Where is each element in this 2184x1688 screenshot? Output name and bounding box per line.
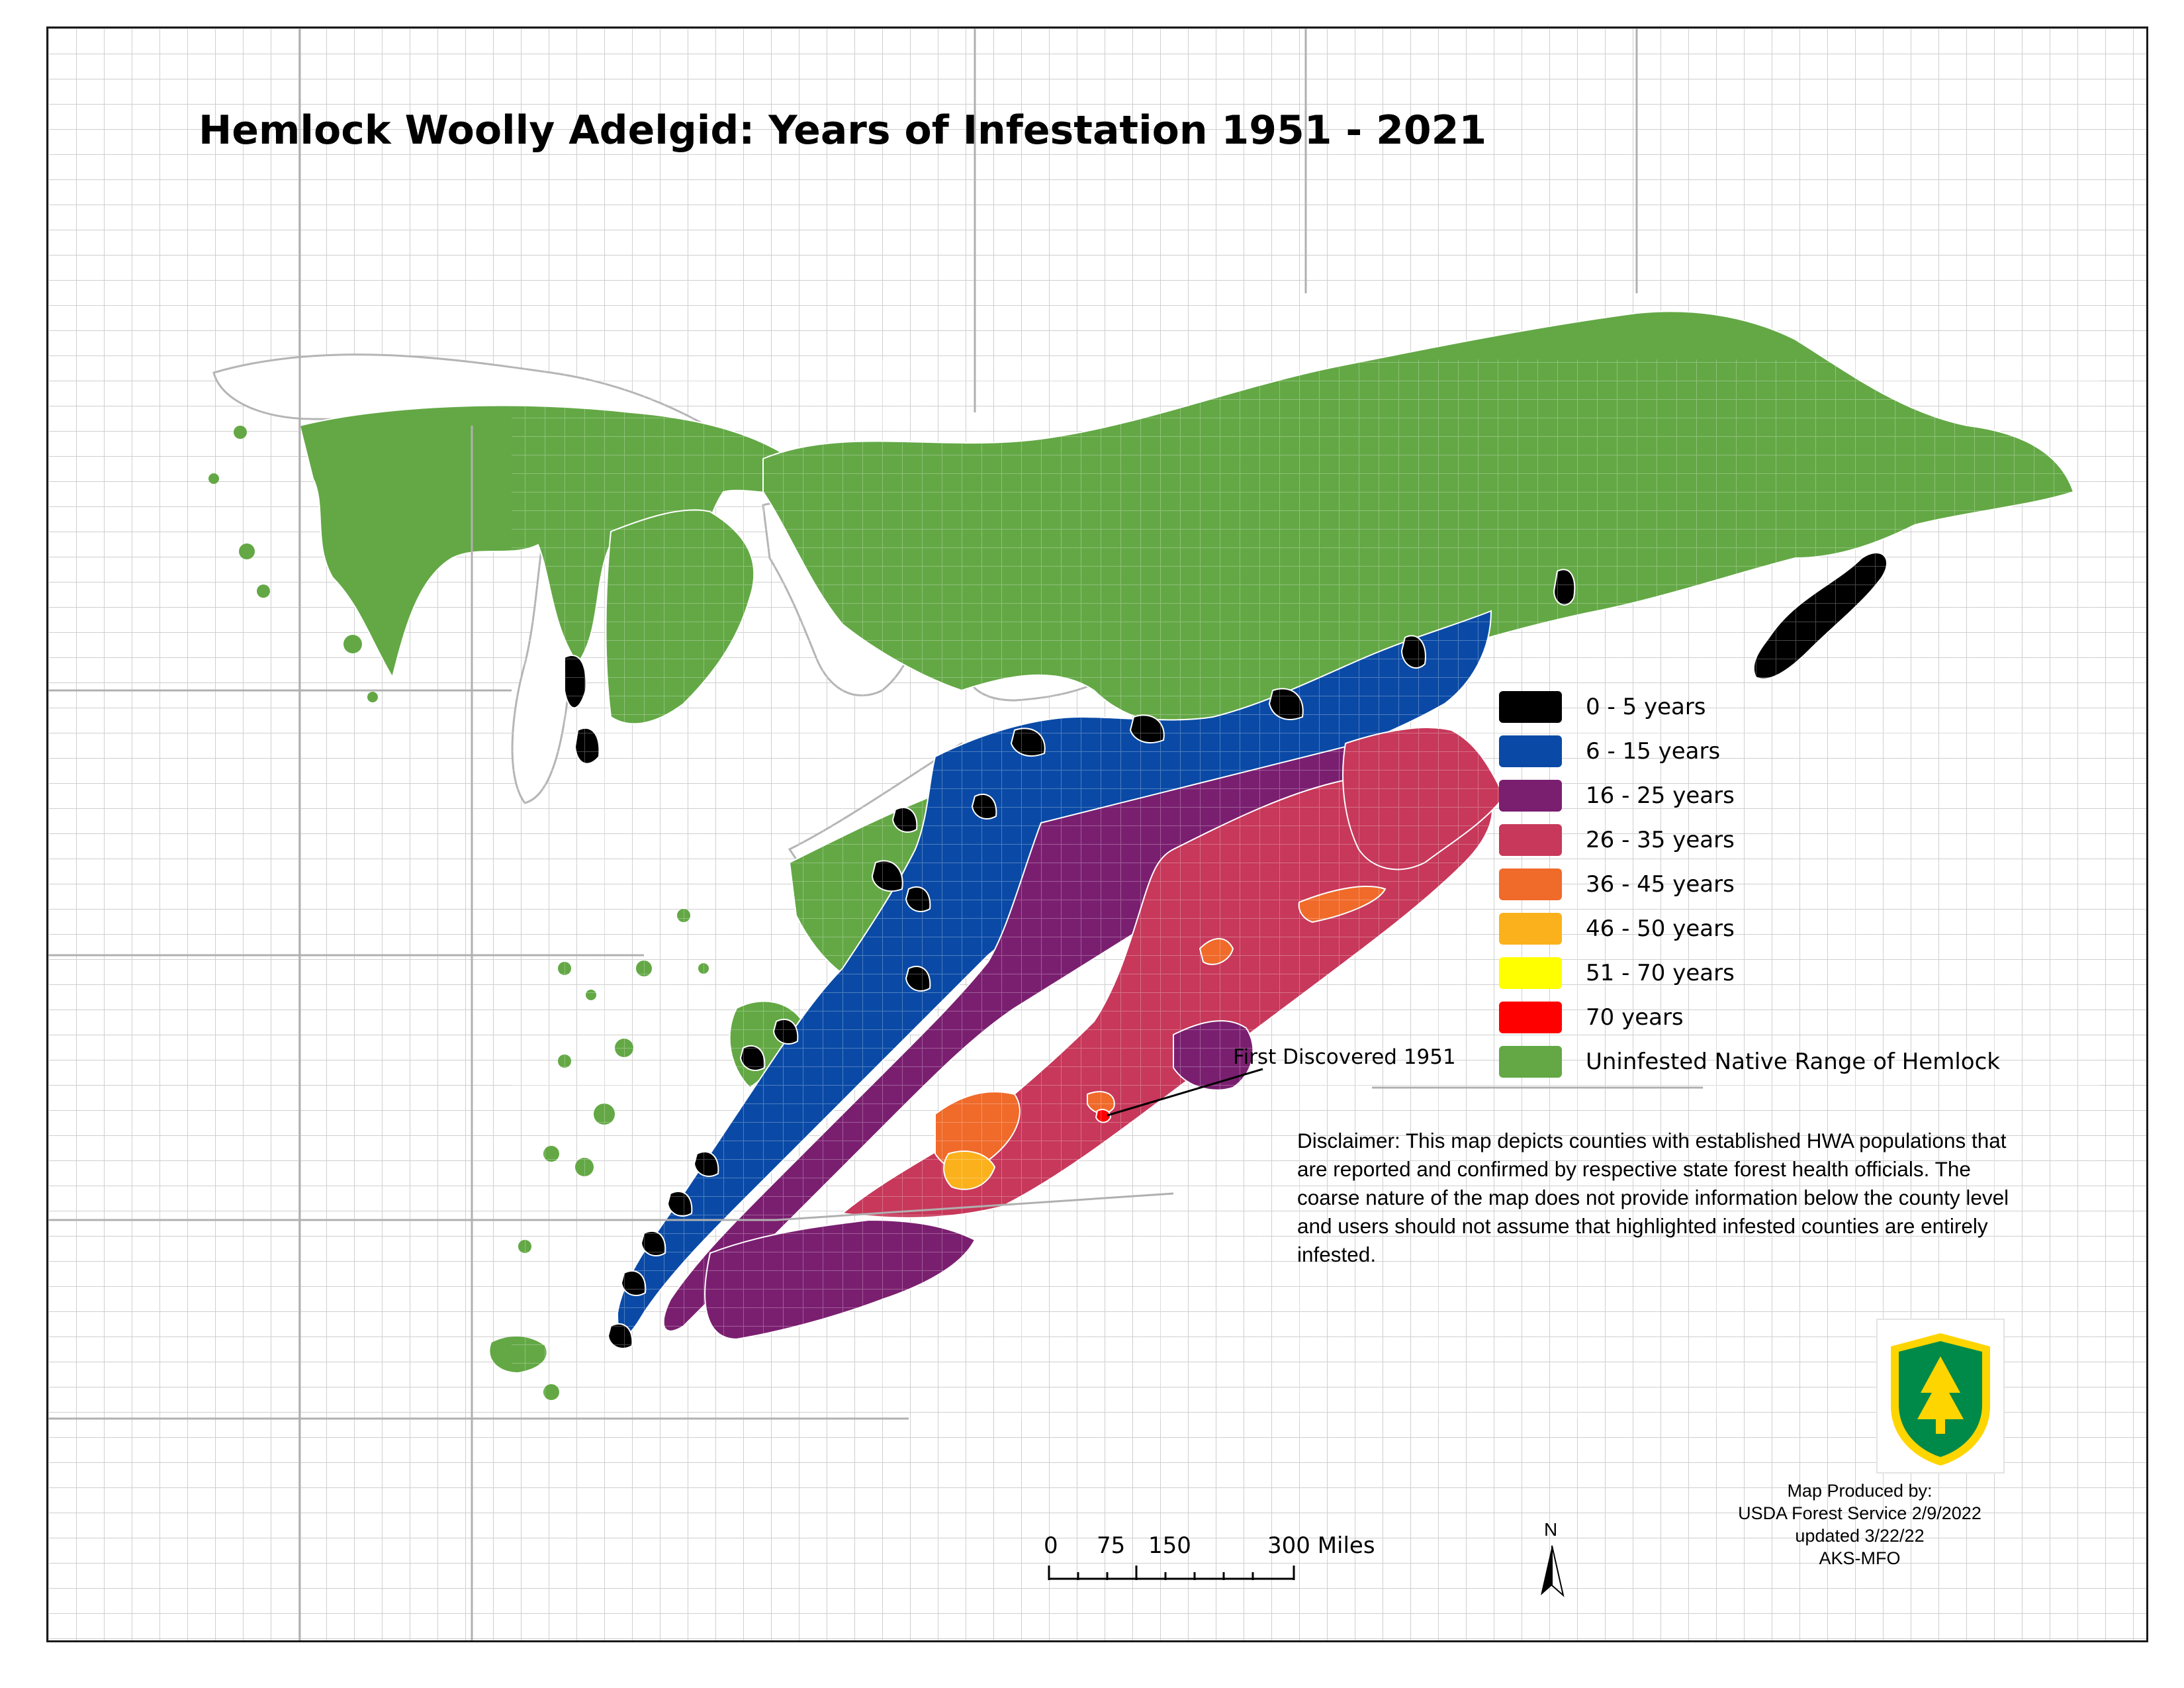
legend-label: 16 - 25 years	[1586, 782, 1735, 809]
north-letter: N	[1544, 1519, 1558, 1540]
map-frame	[46, 26, 2148, 1642]
map-canvas	[48, 28, 2146, 1640]
map-title: Hemlock Woolly Adelgid: Years of Infesta…	[199, 107, 1487, 154]
north-arrow: N	[1535, 1519, 1569, 1599]
legend-label: 36 - 45 years	[1586, 870, 1735, 898]
legend-swatch	[1499, 957, 1562, 989]
forest-service-shield-icon	[1891, 1333, 1990, 1466]
legend: 0 - 5 years 6 - 15 years 16 - 25 years 2…	[1499, 684, 2000, 1084]
scale-label-150: 150	[1148, 1532, 1191, 1559]
producer-line: AKS-MFO	[1819, 1548, 1901, 1568]
legend-item-6-15: 6 - 15 years	[1499, 729, 2000, 773]
legend-label: Uninfested Native Range of Hemlock	[1586, 1048, 2000, 1075]
producer-line: Map Produced by:	[1787, 1481, 1933, 1501]
county-texture-overlay	[512, 359, 2100, 1419]
legend-label: 6 - 15 years	[1586, 737, 1721, 765]
legend-item-46-50: 46 - 50 years	[1499, 906, 2000, 951]
legend-swatch	[1499, 690, 1562, 723]
forest-service-logo	[1876, 1319, 2005, 1474]
state-boundaries	[48, 28, 1703, 1640]
producer-line: USDA Forest Service 2/9/2022	[1738, 1503, 1981, 1523]
legend-item-26-35: 26 - 35 years	[1499, 818, 2000, 862]
scale-label-300: 300 Miles	[1267, 1532, 1375, 1559]
map-producer-credits: Map Produced by: USDA Forest Service 2/9…	[1727, 1479, 1992, 1570]
legend-label: 70 years	[1586, 1004, 1684, 1031]
legend-item-70: 70 years	[1499, 995, 2000, 1039]
north-arrow-icon	[1541, 1545, 1565, 1597]
scale-bar: 0 75 150 300 Miles	[1036, 1532, 1375, 1585]
legend-item-16-25: 16 - 25 years	[1499, 773, 2000, 818]
producer-line: updated 3/22/22	[1795, 1526, 1925, 1546]
legend-swatch	[1499, 1001, 1562, 1033]
legend-item-36-45: 36 - 45 years	[1499, 862, 2000, 906]
legend-label: 51 - 70 years	[1586, 959, 1735, 986]
legend-item-uninfested: Uninfested Native Range of Hemlock	[1499, 1039, 2000, 1084]
legend-label: 26 - 35 years	[1586, 826, 1735, 853]
legend-label: 0 - 5 years	[1586, 693, 1706, 720]
legend-swatch	[1499, 823, 1562, 856]
legend-swatch	[1499, 735, 1562, 767]
legend-label: 46 - 50 years	[1586, 915, 1735, 942]
scale-bar-ruler	[1048, 1566, 1295, 1580]
first-discovered-label: First Discovered 1951	[1233, 1045, 1456, 1069]
legend-swatch	[1499, 912, 1562, 945]
legend-item-0-5: 0 - 5 years	[1499, 684, 2000, 729]
scale-label-75: 75	[1097, 1532, 1126, 1559]
legend-swatch	[1499, 779, 1562, 812]
legend-swatch	[1499, 1045, 1562, 1078]
disclaimer-text: Disclaimer: This map depicts counties wi…	[1297, 1129, 2009, 1266]
scale-label-0: 0	[1044, 1532, 1058, 1559]
callout-line	[1107, 1068, 1263, 1117]
legend-item-51-70: 51 - 70 years	[1499, 951, 2000, 995]
legend-swatch	[1499, 868, 1562, 900]
